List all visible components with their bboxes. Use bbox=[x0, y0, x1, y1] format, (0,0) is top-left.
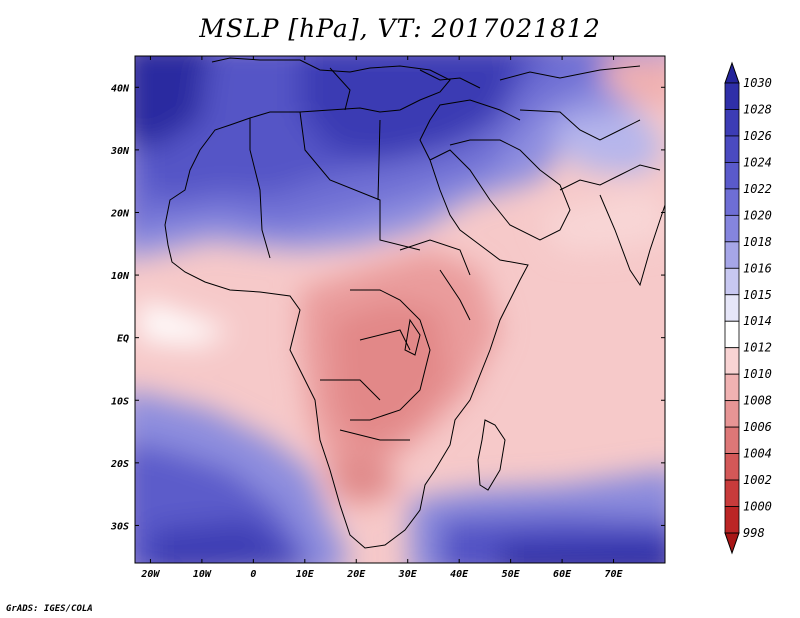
colorbar-segment bbox=[724, 294, 740, 322]
lat-tick-label: 10N bbox=[111, 271, 130, 282]
colorbar-segment bbox=[724, 453, 740, 481]
colorbar-label: 1004 bbox=[743, 447, 772, 461]
coastlines bbox=[164, 57, 665, 549]
colorbar-label: 1028 bbox=[743, 102, 772, 116]
colorbar-segment bbox=[724, 188, 740, 216]
colorbar-label: 1026 bbox=[743, 129, 772, 143]
lon-tick-label: 60E bbox=[553, 569, 572, 580]
lat-tick-label: 10S bbox=[111, 396, 129, 407]
colorbar-segment bbox=[724, 373, 740, 402]
colorbar-segment bbox=[724, 82, 740, 110]
colorbar-segment bbox=[724, 506, 740, 534]
chart-title: MSLP [hPa], VT: 2017021812 bbox=[199, 14, 601, 43]
lat-tick-label: 40N bbox=[111, 83, 130, 94]
colorbar-label: 1008 bbox=[743, 394, 772, 408]
colorbar-label: 1010 bbox=[743, 367, 772, 381]
colorbar-segment bbox=[724, 267, 740, 296]
colorbar-segment bbox=[724, 347, 740, 375]
colorbar-label: 1018 bbox=[743, 235, 772, 249]
colorbar-segment bbox=[724, 479, 740, 507]
lon-tick-label: 30E bbox=[398, 569, 418, 580]
colorbar-label: 1006 bbox=[743, 420, 772, 434]
credit-text: GrADS: IGES/COLA bbox=[6, 604, 93, 614]
lon-tick-label: 40E bbox=[450, 569, 469, 580]
colorbar-label: 1024 bbox=[743, 155, 772, 169]
lat-tick-label: 30N bbox=[110, 146, 130, 157]
colorbar-segment bbox=[724, 162, 740, 190]
map-frame bbox=[134, 55, 666, 564]
lat-tick-label: 30S bbox=[110, 521, 129, 532]
lat-tick-label: 20N bbox=[110, 208, 130, 219]
colorbar-label: 1022 bbox=[743, 182, 772, 196]
colorbar-segment bbox=[724, 400, 740, 428]
lon-tick-label: 0 bbox=[250, 569, 256, 580]
colorbar-top-arrow bbox=[724, 61, 740, 84]
colorbar: 1030 1028 1026 1024 1022 1020 1018 1016 1015 1014… bbox=[724, 61, 772, 555]
latitude-axis: 40N 30N 20N 10N EQ 10S 20S 30S bbox=[110, 83, 665, 532]
colorbar-segment bbox=[724, 241, 740, 269]
colorbar-label: 1012 bbox=[743, 341, 772, 355]
lon-tick-label: 10W bbox=[193, 569, 212, 580]
colorbar-segment bbox=[724, 135, 740, 163]
lon-tick-label: 20E bbox=[346, 569, 366, 580]
colorbar-label: 1030 bbox=[743, 76, 772, 90]
lon-tick-label: 20W bbox=[140, 569, 160, 580]
longitude-axis: 20W 10W 0 10E 20E 30E 40E 50E 60E 70E bbox=[140, 56, 624, 580]
colorbar-segment bbox=[724, 109, 740, 137]
colorbar-label: 998 bbox=[743, 526, 765, 540]
colorbar-segment bbox=[724, 426, 740, 454]
pressure-field bbox=[135, 56, 665, 563]
colorbar-label: 1002 bbox=[743, 473, 772, 487]
colorbar-label: 1016 bbox=[743, 261, 772, 275]
colorbar-label: 1014 bbox=[743, 314, 772, 328]
colorbar-label: 1000 bbox=[743, 500, 772, 514]
lat-tick-label: EQ bbox=[117, 334, 129, 345]
colorbar-label: 1015 bbox=[743, 288, 772, 302]
lon-tick-label: 50E bbox=[502, 569, 521, 580]
colorbar-segment bbox=[724, 214, 740, 243]
lon-tick-label: 70E bbox=[605, 569, 624, 580]
lon-tick-label: 10E bbox=[296, 569, 315, 580]
colorbar-label: 1020 bbox=[743, 208, 772, 222]
lat-tick-label: 20S bbox=[110, 459, 129, 470]
colorbar-bottom-arrow bbox=[724, 532, 740, 555]
colorbar-segment bbox=[724, 320, 740, 349]
